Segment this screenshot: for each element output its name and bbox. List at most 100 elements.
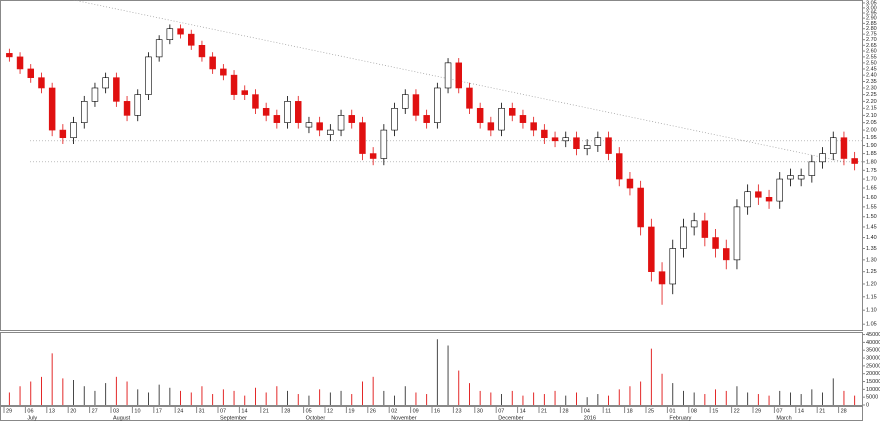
candle-body — [530, 122, 537, 131]
x-tick-label: 16 — [434, 408, 440, 414]
candle-body — [605, 137, 612, 154]
y2-tick-label: 5000 — [866, 395, 878, 401]
candle-body — [295, 101, 302, 123]
x-tick-label: 11 — [605, 408, 611, 414]
x-tick-label: 31 — [199, 408, 205, 414]
x-tick-label: 15 — [712, 408, 718, 414]
candle-body — [765, 197, 773, 202]
candle-body — [113, 77, 120, 102]
candle-body — [819, 153, 826, 163]
x-tick-label: 25 — [648, 408, 654, 414]
y-tick-label: 2.35 — [866, 79, 877, 85]
candle-body — [145, 56, 152, 95]
candle-body — [808, 161, 816, 176]
candle-body — [487, 122, 495, 131]
x-tick-label: 29 — [6, 408, 12, 414]
x-tick-label: 17 — [156, 408, 162, 414]
y-tick-label: 1.30 — [866, 257, 877, 263]
candle-body — [327, 129, 334, 135]
candle-body — [733, 206, 741, 261]
candle-body — [797, 175, 805, 180]
candle-body — [444, 62, 452, 89]
y-tick-label: 1.20 — [866, 281, 877, 287]
candle-body — [637, 187, 644, 228]
candle-body — [316, 122, 323, 131]
y-tick-label: 2.05 — [866, 120, 877, 126]
candle-body — [787, 175, 794, 180]
y-tick-label: 2.10 — [866, 113, 877, 119]
candle-body — [262, 107, 270, 116]
x-tick-label: 19 — [348, 408, 354, 414]
month-label: 2016 — [584, 415, 596, 421]
candle-body — [391, 107, 398, 131]
candle-body — [541, 129, 548, 139]
y-tick-label: 3.05 — [866, 0, 877, 6]
candle-body — [6, 53, 13, 58]
candle-body — [583, 145, 591, 150]
y-tick-label: 2.95 — [866, 10, 877, 16]
candle-body — [337, 115, 345, 131]
candle-body — [81, 101, 88, 123]
candle-body — [690, 220, 698, 228]
x-tick-label: 14 — [798, 408, 804, 414]
x-tick-label: 07 — [220, 408, 226, 414]
y2-tick-label: 40000 — [866, 340, 880, 346]
x-tick-label: 01 — [669, 408, 675, 414]
y-tick-label: 2.40 — [866, 73, 877, 79]
y2-tick-label: 45000 — [866, 332, 880, 338]
candle-body — [455, 62, 462, 89]
candle-body — [348, 115, 355, 123]
y-tick-label: 1.80 — [866, 159, 877, 165]
month-label: November — [391, 415, 417, 421]
y2-tick-label: 15000 — [866, 379, 880, 385]
y-tick-label: 2.25 — [866, 92, 877, 98]
candle-body — [48, 87, 56, 131]
month-label: September — [220, 415, 247, 421]
candle-body — [680, 226, 687, 249]
y-tick-label: 2.65 — [866, 43, 877, 49]
y-tick-label: 1.10 — [866, 308, 877, 314]
x-tick-label: 03 — [113, 408, 119, 414]
candle-body — [519, 115, 527, 123]
x-tick-label: 10 — [134, 408, 140, 414]
candle-body — [658, 271, 666, 285]
y-tick-label: 2.15 — [866, 106, 877, 112]
candle-body — [851, 158, 858, 164]
candle-body — [701, 220, 709, 238]
y-tick-label: 2.85 — [866, 21, 877, 27]
candle-body — [27, 68, 34, 78]
month-label: December — [498, 415, 524, 421]
x-tick-label: 09 — [413, 408, 419, 414]
candle-body — [755, 191, 762, 198]
y2-tick-label: 0 — [866, 402, 869, 408]
month-label: August — [113, 415, 131, 421]
candle-body — [509, 107, 516, 116]
candle-body — [380, 129, 388, 159]
x-tick-label: 28 — [841, 408, 847, 414]
y2-tick-label: 30000 — [866, 355, 880, 361]
candle-body — [776, 178, 783, 202]
x-tick-label: 20 — [70, 408, 76, 414]
y-tick-label: 2.70 — [866, 37, 877, 43]
y-tick-label: 1.25 — [866, 269, 877, 275]
x-tick-label: 14 — [241, 408, 247, 414]
candle-body — [198, 45, 206, 58]
y-tick-label: 2.80 — [866, 26, 877, 32]
candle-body — [476, 107, 484, 123]
month-label: February — [669, 415, 691, 421]
y-tick-label: 2.55 — [866, 54, 877, 60]
x-tick-label: 18 — [627, 408, 633, 414]
candle-body — [616, 153, 623, 180]
month-label: October — [306, 415, 326, 421]
candle-body — [434, 87, 441, 123]
candle-body — [166, 28, 174, 40]
candle-body — [648, 226, 655, 272]
x-tick-label: 28 — [562, 408, 568, 414]
x-tick-label: 08 — [691, 408, 697, 414]
candle-body — [359, 122, 366, 154]
x-tick-label: 30 — [477, 408, 483, 414]
x-tick-label: 27 — [92, 408, 98, 414]
y-tick-label: 1.65 — [866, 185, 877, 191]
y2-tick-label: 10000 — [866, 387, 880, 393]
candle-body — [38, 77, 45, 89]
